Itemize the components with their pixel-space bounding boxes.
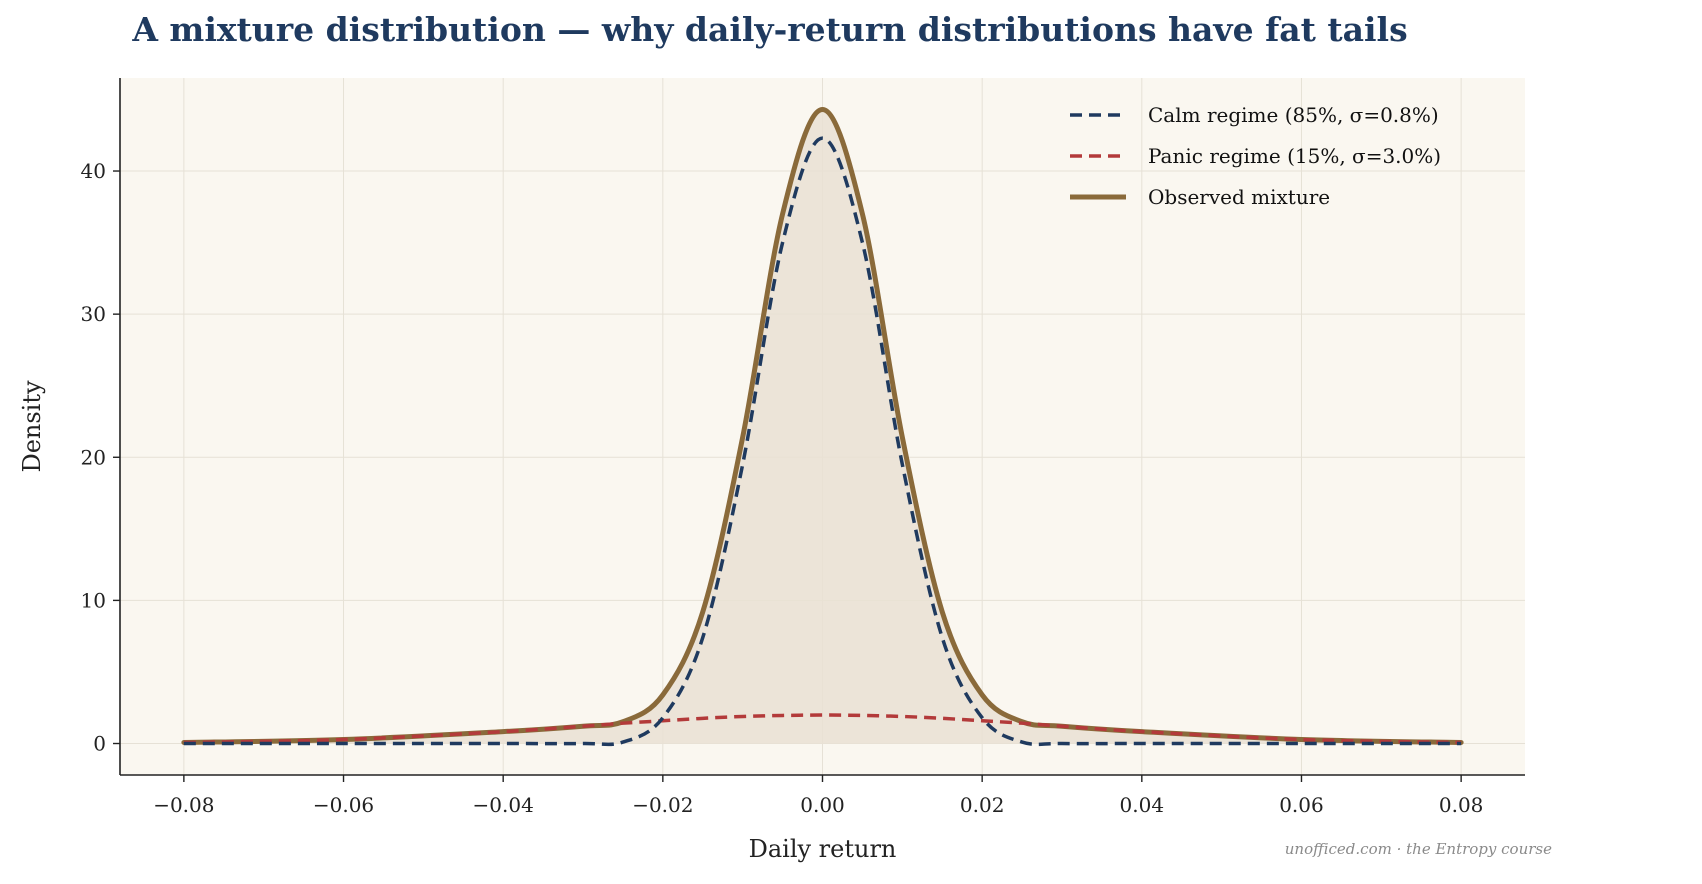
x-tick-label: −0.04 <box>473 793 534 817</box>
y-tick-label: 10 <box>81 588 106 612</box>
footer-credit: unofficed.com · the Entropy course <box>1284 840 1552 858</box>
tick-labels: −0.08 −0.06 −0.04 −0.02 0.00 0.02 0.04 0.06 0.08… <box>81 159 1484 817</box>
axis-labels: Daily return Density <box>18 380 896 863</box>
legend-entry: Panic regime (15%, σ=3.0%) <box>1148 144 1441 168</box>
calm-regime-line <box>183 136 1462 747</box>
x-tick-label: 0.06 <box>1279 793 1324 817</box>
x-tick-label: −0.06 <box>313 793 374 817</box>
x-axis-label: Daily return <box>749 835 897 863</box>
x-tick-label: 0.08 <box>1439 793 1484 817</box>
x-tick-label: 0.02 <box>960 793 1005 817</box>
observed-mixture-fill <box>183 109 1462 744</box>
x-tick-label: −0.08 <box>153 793 214 817</box>
y-tick-label: 40 <box>81 159 106 183</box>
y-tick-label: 0 <box>93 732 106 756</box>
legend-entry: Calm regime (85%, σ=0.8%) <box>1148 103 1439 127</box>
legend-entry: Observed mixture <box>1148 185 1330 209</box>
series-lines <box>181 106 1464 747</box>
panic-regime-line <box>183 713 1462 745</box>
x-tick-label: 0.04 <box>1120 793 1165 817</box>
x-tick-label: −0.02 <box>632 793 693 817</box>
y-tick-label: 30 <box>81 302 106 326</box>
y-tick-label: 20 <box>81 445 106 469</box>
x-tick-label: 0.00 <box>800 793 845 817</box>
mixture-fill-layer <box>183 109 1462 744</box>
y-axis-label: Density <box>18 380 46 473</box>
chart-title: A mixture distribution — why daily-retur… <box>132 10 1408 49</box>
legend: Calm regime (85%, σ=0.8%) Panic regime (1… <box>1070 103 1441 209</box>
